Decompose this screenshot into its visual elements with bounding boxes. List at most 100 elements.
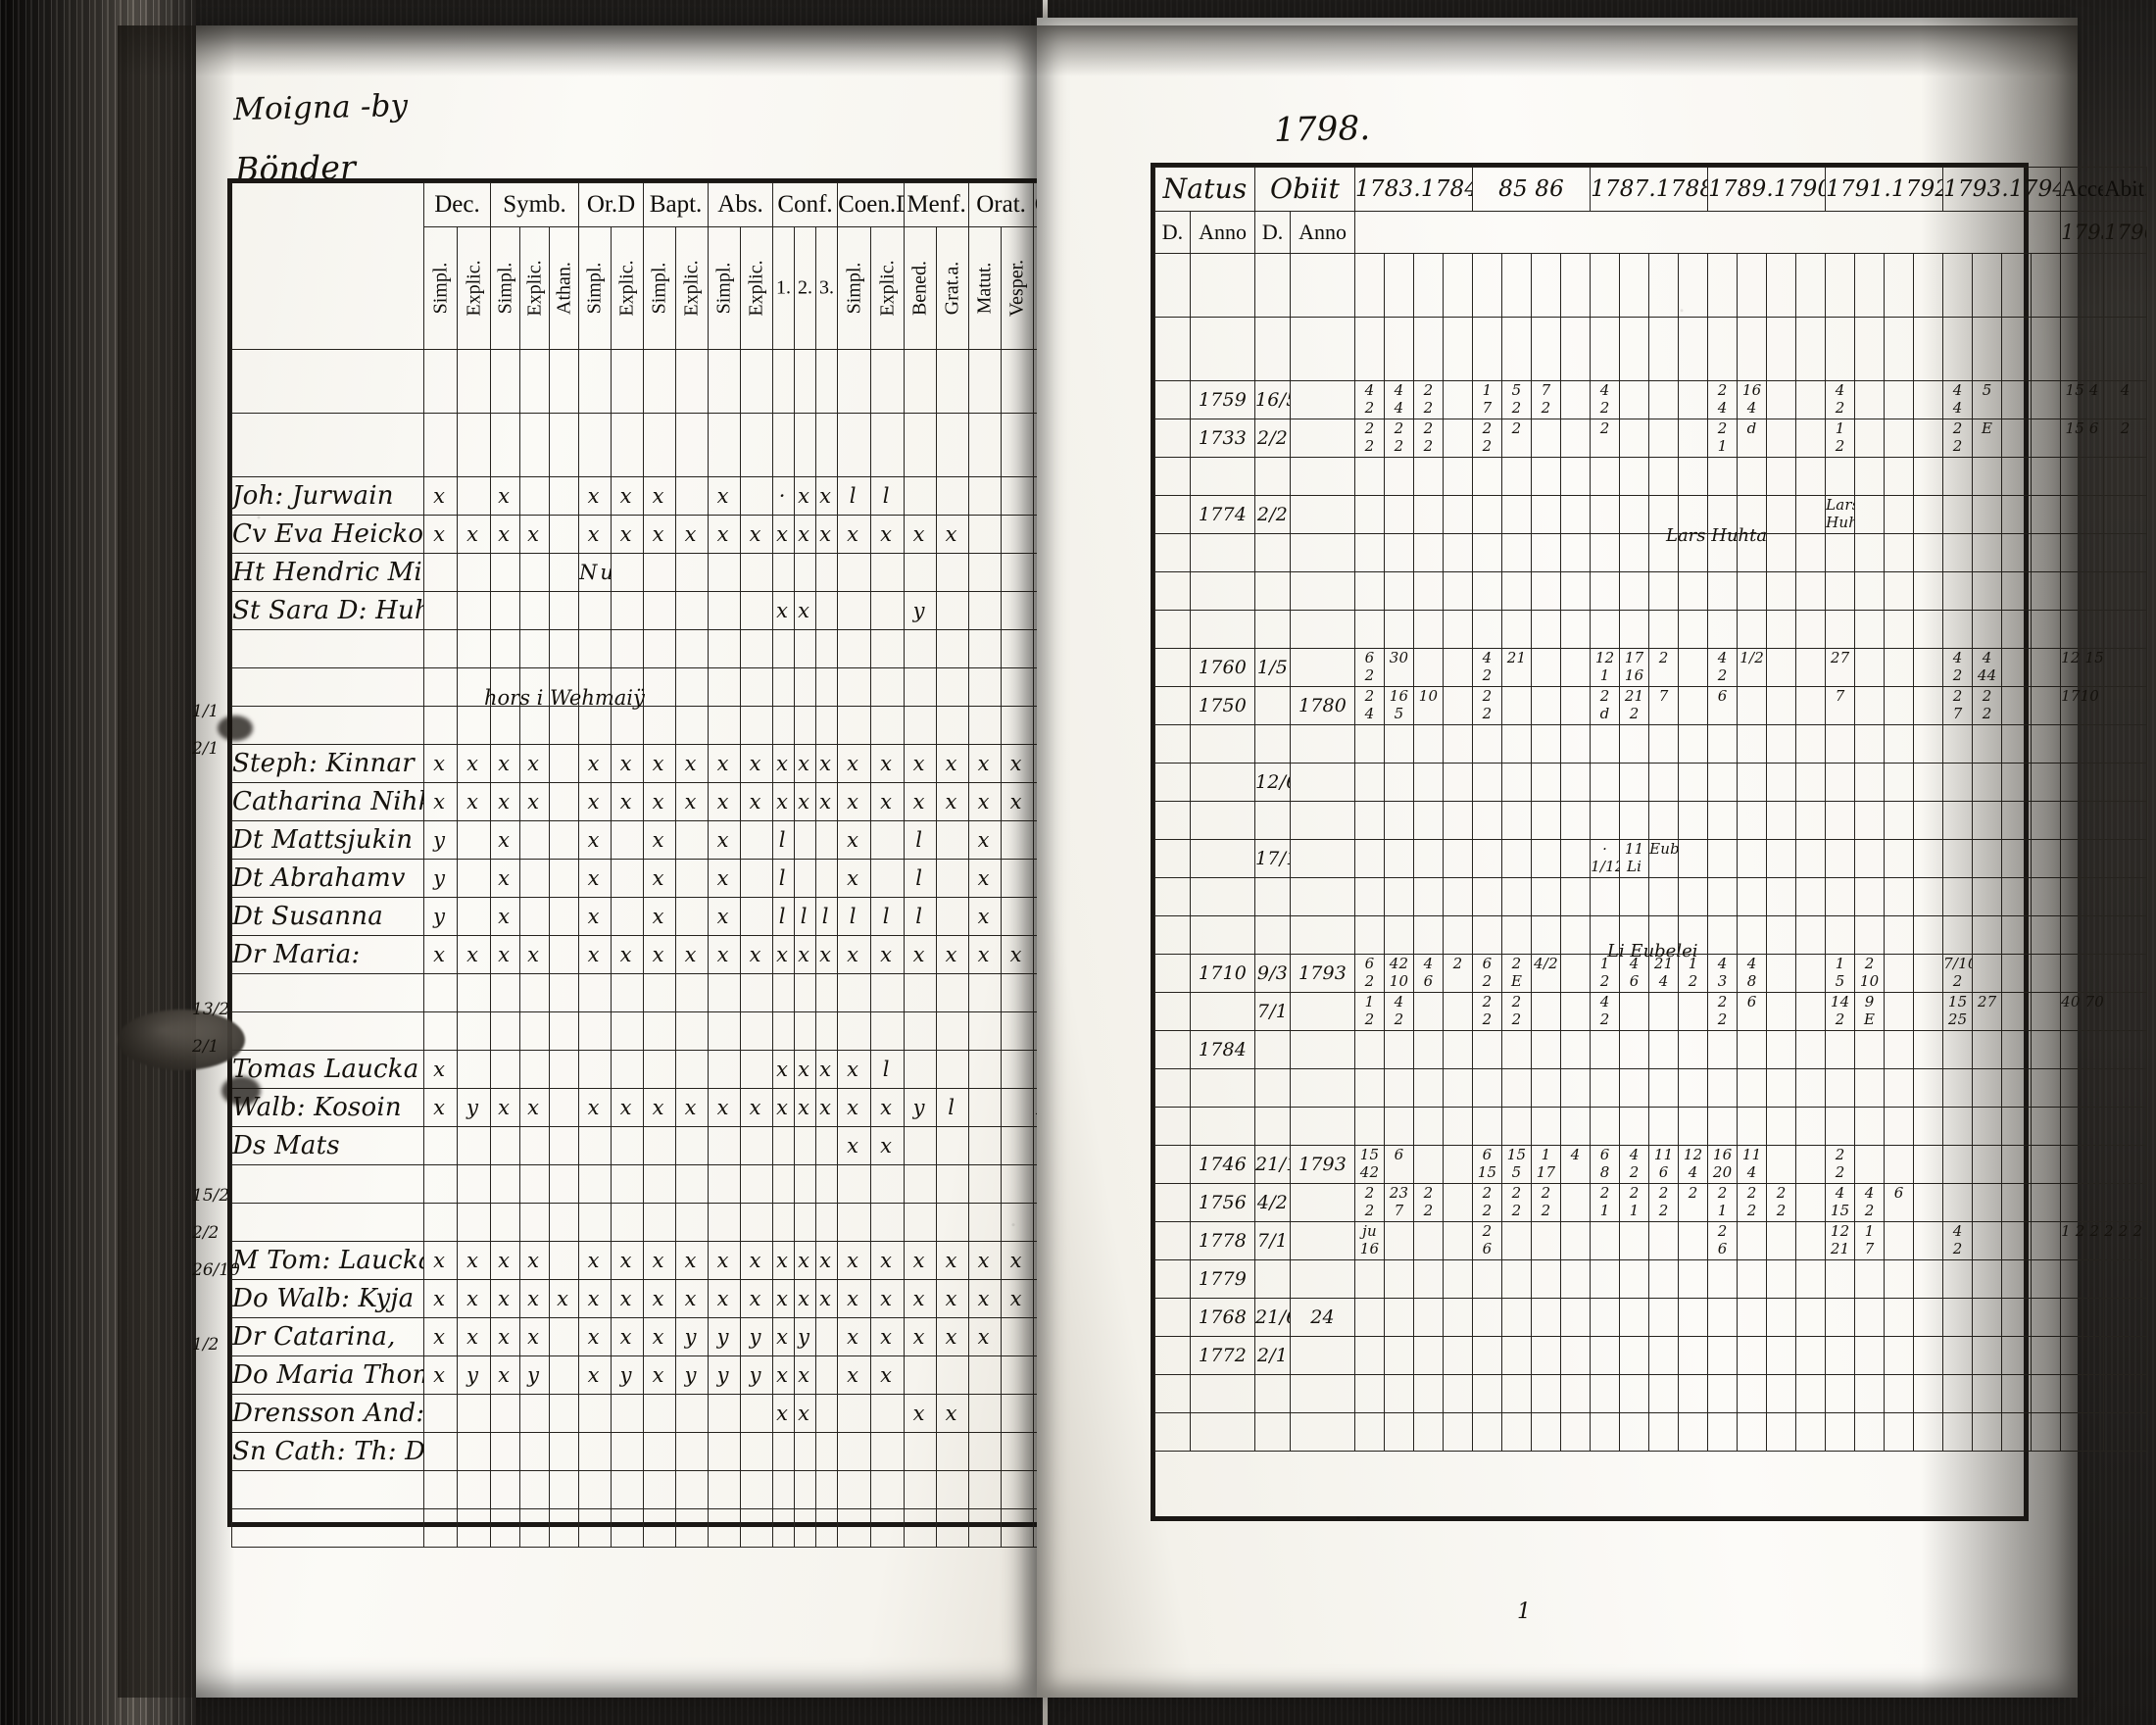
mark-cell[interactable]: x [870,1355,906,1395]
mark-cell[interactable] [968,1394,1003,1433]
mark-cell[interactable]: x [611,1279,645,1318]
year-cell[interactable]: 6 [1737,992,1768,1031]
mark-cell[interactable]: x [519,935,550,974]
year-cell[interactable] [1413,1298,1445,1337]
year-cell[interactable] [1531,1030,1562,1069]
year-cell[interactable] [1648,419,1680,458]
mark-cell[interactable] [936,859,970,898]
natus-anno-cell[interactable] [1189,801,1256,840]
year-cell[interactable] [1560,1259,1592,1299]
obiit-d-cell[interactable] [1254,686,1292,725]
mark-cell[interactable] [870,553,906,592]
mark-cell[interactable]: x [904,1317,938,1356]
mark-cell[interactable]: l [837,476,872,516]
abit-cell[interactable] [2103,763,2148,802]
mark-cell[interactable]: x [837,935,872,974]
mark-cell[interactable] [904,476,938,516]
mark-cell[interactable]: x [936,1394,970,1433]
obiit-d-cell[interactable]: 7/1 [1254,1221,1292,1260]
mark-cell[interactable]: x [611,1317,645,1356]
mark-cell[interactable]: x [837,1126,872,1165]
mark-cell[interactable]: x [870,744,906,783]
mark-cell[interactable] [611,820,645,860]
year-cell[interactable] [1501,1221,1533,1260]
natus-d-cell[interactable] [1154,724,1191,764]
mark-cell[interactable]: x [457,744,491,783]
year-cell[interactable] [1590,801,1621,840]
register-row[interactable]: Ds Mats x x [231,1126,1196,1165]
mark-cell[interactable]: l [870,1050,906,1089]
year-cell[interactable] [1648,457,1680,496]
year-cell[interactable]: 2 [1501,419,1533,458]
year-cell[interactable] [1560,419,1592,458]
year-cell[interactable]: 17 16 [1619,648,1650,687]
mark-cell[interactable]: x [740,515,774,554]
year-cell[interactable] [1501,1336,1533,1375]
mark-cell[interactable] [968,553,1003,592]
year-cell[interactable] [1884,457,1915,496]
year-cell[interactable] [1354,1298,1386,1337]
mark-cell[interactable] [675,897,710,936]
year-cell[interactable] [1619,380,1650,419]
mark-cell[interactable]: x [772,1394,796,1433]
mark-cell[interactable]: x [611,1088,645,1127]
mark-cell[interactable]: x [490,476,520,516]
mark-cell[interactable]: x [794,1088,817,1127]
year-cell[interactable] [1384,495,1415,534]
mark-cell[interactable]: x [578,1355,612,1395]
year-cell[interactable]: 16 5 [1384,686,1415,725]
natus-d-cell[interactable] [1154,954,1191,993]
year-cell[interactable] [1354,495,1386,534]
mark-cell[interactable]: l [772,859,796,898]
year-cell[interactable] [1443,839,1474,878]
year-cell[interactable] [1619,1259,1650,1299]
year-cell[interactable] [1795,724,1827,764]
obiit-anno-cell[interactable]: 1780 [1290,686,1356,725]
year-cell[interactable] [1590,1298,1621,1337]
mark-cell[interactable]: x [578,1317,612,1356]
year-cell[interactable] [1884,1145,1915,1184]
natus-anno-cell[interactable]: 1750 [1189,686,1256,725]
mark-cell[interactable]: x [708,897,742,936]
mark-cell[interactable]: x [794,1050,817,1089]
year-cell[interactable] [1531,495,1562,534]
year-cell[interactable] [1854,724,1886,764]
year-cell[interactable] [1648,495,1680,534]
year-cell[interactable] [1766,954,1797,993]
year-cell[interactable] [1354,1259,1386,1299]
mark-cell[interactable]: x [611,515,645,554]
mark-cell[interactable]: x [772,515,796,554]
mark-cell[interactable]: x [904,744,938,783]
mark-cell[interactable] [1001,897,1035,936]
mark-cell[interactable] [643,553,677,592]
register-row-right[interactable]: 1756 4/2 2 2 23 7 2 2 2 2 2 2 2 2 2 1 2 1 2 2 2 2 1 2 2 2 2 4 15 4 2 6 [1154,1183,2148,1222]
mark-cell[interactable]: x [772,1050,796,1089]
mark-cell[interactable] [423,1394,458,1433]
year-cell[interactable] [1590,1259,1621,1299]
mark-cell[interactable]: x [1001,935,1035,974]
abit-cell[interactable]: 4 [2103,380,2148,419]
year-cell[interactable]: 12 1 [1590,648,1621,687]
mark-cell[interactable]: x [611,744,645,783]
mark-cell[interactable] [740,897,774,936]
mark-cell[interactable] [708,591,742,630]
mark-cell[interactable]: x [936,1317,970,1356]
mark-cell[interactable] [1001,1394,1035,1433]
year-cell[interactable] [1560,954,1592,993]
mark-cell[interactable] [490,1050,520,1089]
mark-cell[interactable]: x [794,515,817,554]
